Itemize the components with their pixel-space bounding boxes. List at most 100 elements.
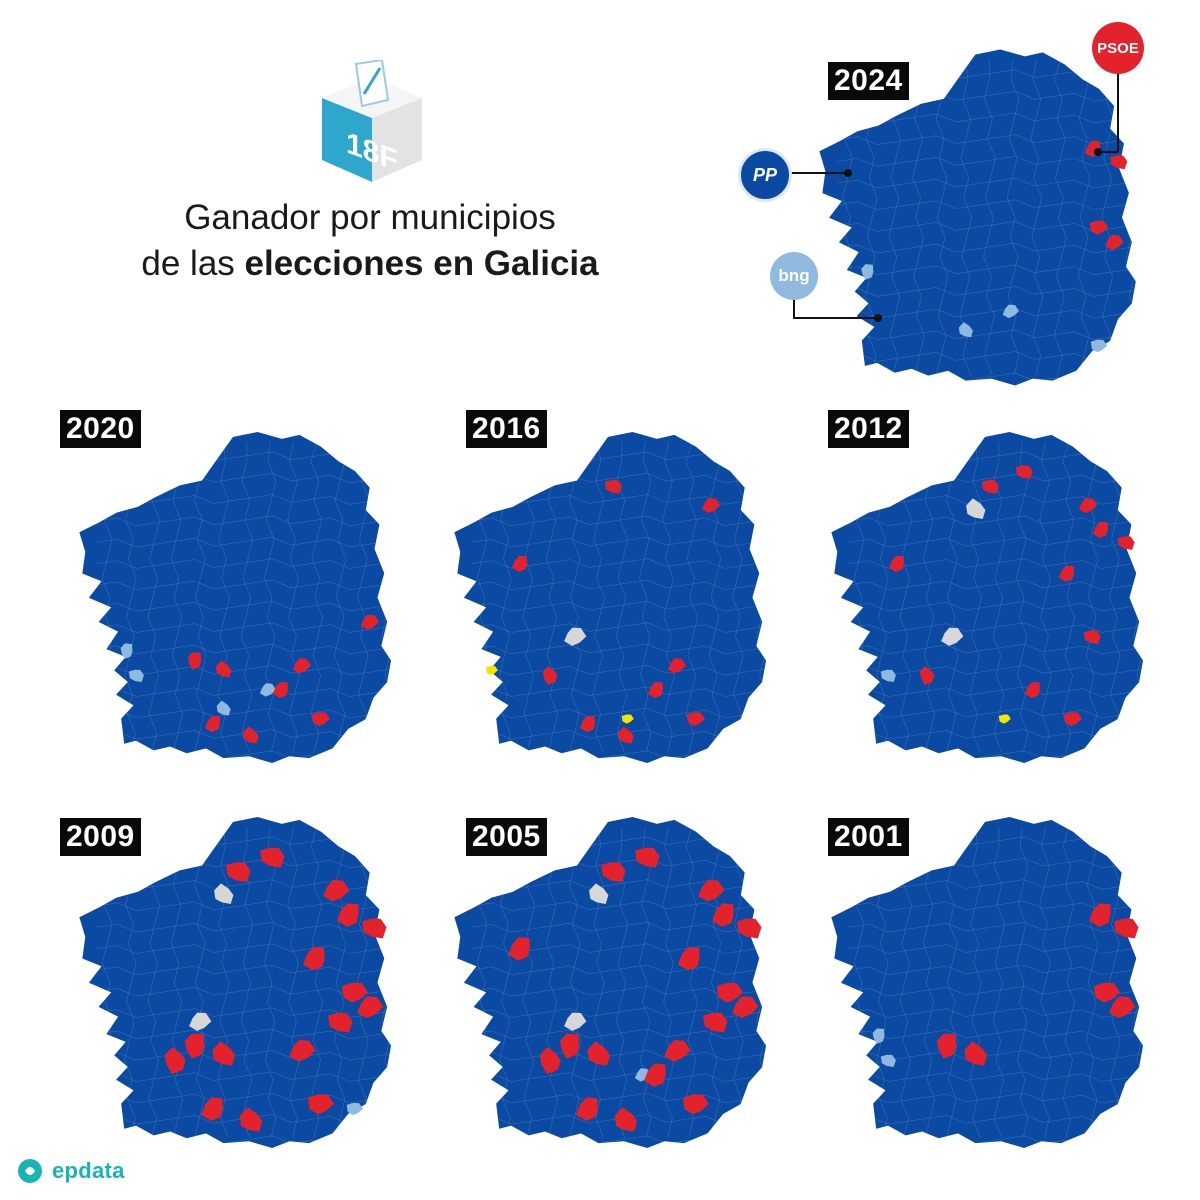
municipality-psoe: [579, 715, 595, 733]
municipality-psoe: [1078, 498, 1098, 514]
municipality-bng: [958, 322, 973, 338]
municipality-bng: [259, 683, 276, 697]
municipality-bng: [880, 1054, 896, 1068]
municipality-grey: [966, 498, 986, 519]
municipality-psoe: [292, 658, 312, 674]
legend-leader-lines: [780, 60, 1119, 322]
epdata-icon: [18, 1159, 42, 1183]
municipality-psoe: [889, 555, 905, 572]
municipality-psoe: [212, 1041, 236, 1066]
municipality-psoe: [1088, 903, 1111, 927]
municipal-borders: [97, 442, 391, 761]
municipality-bng: [880, 669, 896, 683]
municipality-psoe: [508, 937, 530, 961]
municipality-psoe: [328, 1012, 353, 1033]
year-label-2020: 2020: [60, 410, 141, 448]
municipality-psoe: [1105, 234, 1124, 251]
municipality-bng: [872, 1028, 885, 1044]
municipality-psoe: [361, 918, 387, 939]
municipality-psoe: [981, 479, 999, 494]
brand-logo[interactable]: epdata: [16, 1157, 125, 1185]
municipality-bng: [346, 1102, 363, 1116]
municipality-grey: [189, 1012, 212, 1031]
municipality-grey: [564, 1012, 587, 1031]
municipality-bng: [1002, 304, 1019, 319]
municipality-bng: [861, 264, 874, 280]
municipality-psoe: [664, 1040, 691, 1062]
municipality-psoe: [512, 555, 528, 572]
municipality-psoe: [311, 712, 330, 727]
municipality-psoe: [964, 1041, 988, 1066]
municipality-psoe: [164, 1047, 186, 1075]
municipality-psoe: [360, 614, 380, 630]
municipality-psoe: [184, 1033, 205, 1059]
year-label-2001: 2001: [828, 818, 909, 856]
municipality-psoe: [243, 726, 259, 744]
municipality-psoe: [919, 666, 935, 685]
municipality-bng: [120, 643, 133, 659]
municipality-psoe: [587, 1041, 611, 1066]
municipality-psoe: [1083, 630, 1101, 644]
municipality-bng: [216, 700, 231, 716]
municipality-psoe: [698, 879, 725, 902]
title-line-2: de las elecciones en Galicia: [100, 241, 640, 287]
municipality-psoe: [1024, 681, 1040, 699]
municipality-psoe: [187, 652, 202, 670]
municipality-psoe: [1063, 712, 1082, 727]
municipality-psoe: [635, 847, 660, 868]
municipality-psoe: [647, 681, 663, 699]
bng-logo: bng: [770, 252, 818, 300]
municipality-psoe: [644, 1063, 666, 1087]
municipality-psoe: [732, 996, 759, 1019]
municipality-grey: [564, 627, 587, 646]
psoe-logo: PSOE: [1092, 22, 1144, 74]
municipality-grey: [941, 627, 964, 646]
municipality-psoe: [357, 996, 384, 1019]
galicia-region-pp: [79, 432, 392, 764]
municipality-psoe: [341, 982, 368, 1003]
municipality-psoe: [604, 479, 622, 494]
galicia-map-2024: [819, 49, 1136, 386]
municipality-psoe: [302, 946, 325, 971]
municipality-psoe: [542, 666, 558, 685]
year-label-2024: 2024: [828, 62, 909, 100]
municipality-psoe: [614, 1107, 638, 1132]
municipality-psoe: [576, 1097, 598, 1121]
municipality-bng: [1090, 339, 1108, 353]
galicia-region-pp: [831, 817, 1144, 1149]
municipality-psoe: [711, 903, 734, 927]
year-label-2016: 2016: [466, 410, 547, 448]
galicia-map-2001: [831, 817, 1144, 1149]
municipality-other: [998, 714, 1011, 724]
title-line-2-prefix: de las: [141, 244, 245, 283]
pp-logo: PP: [738, 148, 792, 202]
title-line-1: Ganador por municipios: [184, 198, 556, 237]
municipality-psoe: [323, 879, 350, 902]
municipality-psoe: [1110, 155, 1128, 170]
municipality-psoe: [1113, 918, 1139, 939]
municipality-psoe: [289, 1040, 316, 1062]
year-label-2009: 2009: [60, 818, 141, 856]
municipality-psoe: [736, 918, 762, 939]
galicia-map-2005: [454, 817, 767, 1149]
municipality-psoe: [1109, 996, 1136, 1019]
municipality-psoe: [336, 903, 359, 927]
municipality-psoe: [677, 946, 700, 971]
municipality-psoe: [601, 862, 626, 883]
municipality-psoe: [260, 847, 285, 868]
municipality-psoe: [1089, 220, 1109, 235]
municipality-psoe: [618, 726, 634, 744]
municipality-grey: [589, 883, 609, 904]
municipality-psoe: [201, 1097, 223, 1121]
municipality-psoe: [936, 1033, 957, 1059]
municipality-psoe: [239, 1107, 263, 1132]
ballot-box-icon: 18F: [322, 60, 422, 182]
municipality-psoe: [1093, 982, 1120, 1003]
municipality-psoe: [559, 1033, 580, 1059]
municipal-borders: [837, 59, 1136, 384]
year-label-2012: 2012: [828, 410, 909, 448]
municipality-psoe: [226, 862, 251, 883]
title-line-2-bold: elecciones en Galicia: [244, 244, 599, 283]
page-title: Ganador por municipios de las elecciones…: [100, 195, 640, 287]
municipality-psoe: [703, 1012, 728, 1033]
